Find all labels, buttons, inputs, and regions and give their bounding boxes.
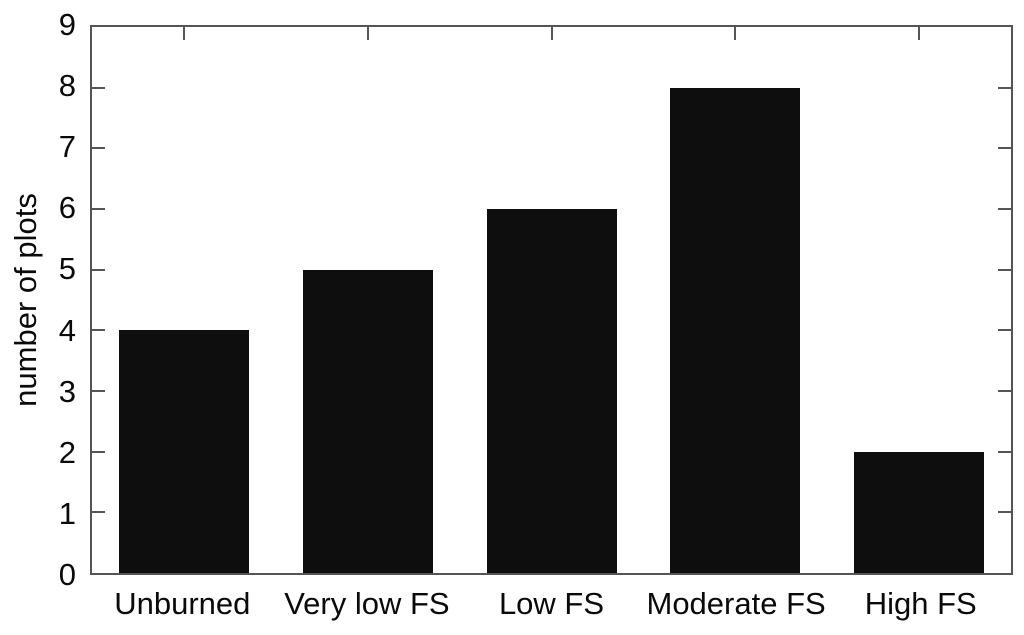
y-tick-tick-right-6 — [998, 207, 1011, 210]
x-tick-label-very-low-fs: Very low FS — [284, 586, 450, 621]
y-tick-tick-left-2 — [92, 450, 105, 453]
x-tick-top-high-fs — [918, 27, 921, 40]
y-tick-tick-left-4 — [92, 329, 105, 332]
y-tick-tick-right-4 — [998, 329, 1011, 332]
y-tick-label-4: 4 — [58, 312, 76, 348]
y-tick-tick-left-5 — [92, 268, 105, 271]
y-tick-label-8: 8 — [58, 68, 76, 104]
bar-high-fs — [854, 451, 985, 573]
x-tick-label-unburned: Unburned — [114, 586, 251, 621]
x-tick-label-high-fs: High FS — [864, 586, 977, 621]
y-tick-tick-right-3 — [998, 389, 1011, 392]
y-tick-tick-left-7 — [92, 147, 105, 150]
bar-moderate-fs — [670, 87, 801, 573]
y-tick-label-6: 6 — [58, 190, 76, 226]
y-tick-label-5: 5 — [58, 251, 76, 287]
y-tick-label-9: 9 — [58, 7, 76, 42]
x-tick-top-moderate-fs — [734, 27, 737, 40]
bar-low-fs — [486, 209, 617, 573]
bar-very-low-fs — [302, 269, 433, 573]
y-tick-label-2: 2 — [58, 434, 76, 470]
x-tick-label-moderate-fs: Moderate FS — [646, 586, 826, 621]
x-tick-top-unburned — [182, 27, 185, 40]
y-tick-tick-right-2 — [998, 450, 1011, 453]
x-tick-top-very-low-fs — [366, 27, 369, 40]
x-tick-label-low-fs: Low FS — [498, 586, 605, 621]
y-tick-label-1: 1 — [58, 495, 76, 531]
x-axis-tick-labels: Unburned Very low FS Low FS Moderate FS High… — [90, 585, 1013, 629]
y-tick-tick-left-6 — [92, 207, 105, 210]
y-tick-tick-right-8 — [998, 86, 1011, 89]
plot-area — [90, 25, 1013, 575]
x-tick-top-low-fs — [550, 27, 553, 40]
y-tick-tick-right-1 — [998, 511, 1011, 514]
y-tick-label-7: 7 — [58, 129, 76, 165]
y-tick-tick-left-3 — [92, 389, 105, 392]
y-tick-tick-left-8 — [92, 86, 105, 89]
y-tick-tick-right-5 — [998, 268, 1011, 271]
bar-unburned — [118, 330, 249, 573]
y-axis-tick-labels: 0 1 2 3 4 5 6 7 8 9 — [0, 9, 76, 591]
y-tick-label-0: 0 — [58, 557, 76, 592]
y-tick-tick-right-7 — [998, 147, 1011, 150]
y-tick-label-3: 3 — [58, 373, 76, 409]
y-tick-tick-left-1 — [92, 511, 105, 514]
